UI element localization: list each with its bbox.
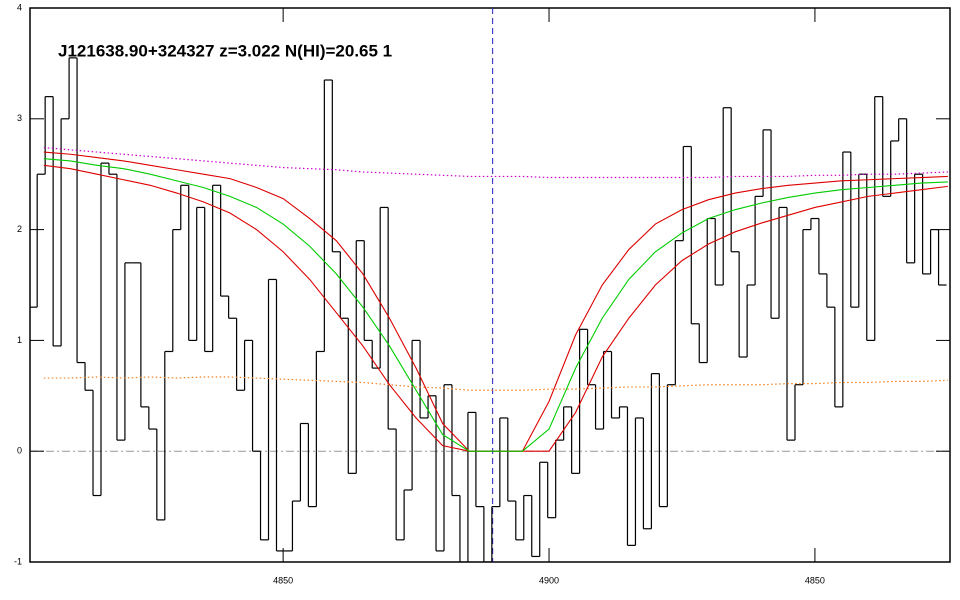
model-curve [43, 151, 948, 452]
dotted-curve [43, 147, 948, 179]
flux-step-connector [36, 57, 940, 562]
y-tick-label: -1 [14, 556, 22, 566]
chart-title: J121638.90+324327 z=3.022 N(HI)=20.65 1 [58, 41, 392, 60]
x-tick-label: 4850 [273, 575, 293, 585]
plot-frame [29, 7, 951, 563]
plot-area [30, 8, 950, 562]
model-curve [43, 164, 948, 452]
model-curve [43, 158, 948, 452]
dotted-curve [43, 376, 948, 391]
y-tick-label: 1 [17, 335, 22, 345]
y-tick-label: 4 [17, 2, 22, 12]
x-tick-label: 4900 [539, 575, 559, 585]
x-tick-label: 4850 [805, 575, 825, 585]
y-tick-label: 2 [17, 224, 22, 234]
y-tick-label: 3 [17, 113, 22, 123]
y-tick-label: 0 [17, 446, 22, 456]
